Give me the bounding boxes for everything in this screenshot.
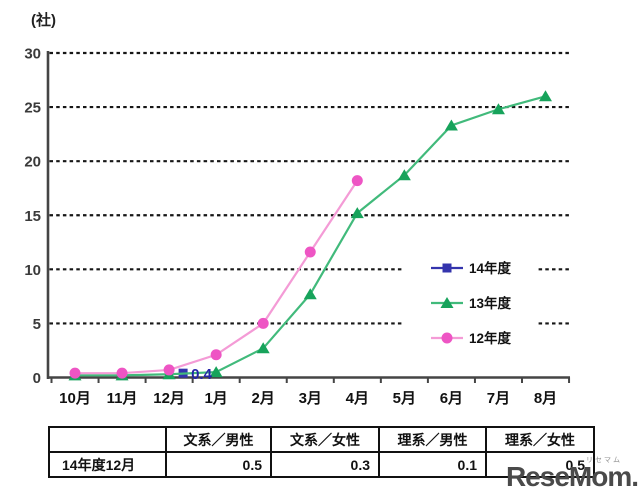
x-tick-label-3: 12月 bbox=[153, 390, 185, 407]
data-point-triangle bbox=[491, 103, 505, 115]
data-point-triangle bbox=[303, 288, 317, 300]
data-point-triangle bbox=[256, 342, 270, 354]
data-point-circle bbox=[351, 175, 363, 187]
legend-label-3: 12年度 bbox=[469, 330, 512, 346]
data-point-circle bbox=[210, 349, 222, 361]
table-header-rikei-male: 理系／男性 bbox=[378, 426, 487, 453]
resemom-watermark: リセマム ReseMom. bbox=[505, 457, 639, 492]
data-point-triangle bbox=[539, 90, 552, 102]
table-header-row: 文系／男性 文系／女性 理系／男性 理系／女性 bbox=[48, 426, 595, 453]
data-point-circle bbox=[304, 246, 316, 258]
data-point-circle bbox=[257, 317, 269, 329]
data-point-triangle bbox=[397, 169, 411, 181]
data-point-circle bbox=[69, 367, 81, 379]
table-header-rikei-female: 理系／女性 bbox=[485, 426, 595, 453]
y-tick-label-5: 5 bbox=[33, 316, 41, 333]
y-axis-unit-label: (社) bbox=[31, 12, 56, 29]
data-point-triangle bbox=[350, 207, 364, 219]
resemom-watermark-ruby: リセマム bbox=[586, 457, 622, 464]
table-value-rikei-male: 0.1 bbox=[378, 451, 487, 478]
x-tick-label-6: 3月 bbox=[299, 390, 322, 407]
x-tick-label-11: 8月 bbox=[534, 390, 557, 407]
legend-background bbox=[403, 249, 537, 351]
table-value-rikei-female: 0.5 bbox=[485, 451, 595, 478]
data-point-circle bbox=[116, 367, 128, 379]
table-row-label: 14年度12月 bbox=[48, 451, 167, 478]
x-tick-label-8: 5月 bbox=[393, 390, 416, 407]
table-value-bunkei-female: 0.3 bbox=[270, 451, 380, 478]
table-row: 14年度12月 0.5 0.3 0.1 0.5 bbox=[48, 451, 595, 478]
x-tick-label-2: 11月 bbox=[107, 390, 138, 407]
table-header-empty bbox=[48, 426, 167, 453]
y-tick-label-15: 15 bbox=[24, 208, 41, 225]
table-header-bunkei-female: 文系／女性 bbox=[270, 426, 380, 453]
trend-line-chart: 0 5 10 15 20 25 30 10月 11月 12月 1月 2月 3月 4月 5月 6月 7月 8月 0.4… bbox=[24, 46, 571, 407]
y-tick-label-10: 10 bbox=[24, 262, 41, 279]
x-tick-label-1: 10月 bbox=[59, 390, 91, 407]
point-label: 0.4 bbox=[191, 366, 213, 383]
table-value-bunkei-male: 0.5 bbox=[165, 451, 272, 478]
series-line-circle bbox=[75, 180, 359, 375]
y-tick-label-25: 25 bbox=[24, 100, 41, 117]
data-point-circle bbox=[163, 364, 175, 376]
table-header-bunkei-male: 文系／男性 bbox=[165, 426, 272, 453]
resemom-watermark-text: ReseMom. bbox=[505, 461, 639, 492]
legend-marker-triangle bbox=[440, 297, 454, 308]
x-tick-label-9: 6月 bbox=[440, 390, 463, 407]
x-tick-label-10: 7月 bbox=[487, 390, 510, 407]
summary-table: 文系／男性 文系／女性 理系／男性 理系／女性 14年度12月 0.5 0.3 … bbox=[48, 426, 595, 478]
x-tick-label-4: 1月 bbox=[204, 390, 227, 407]
legend-label-1: 14年度 bbox=[469, 260, 512, 276]
y-tick-label-0: 0 bbox=[33, 370, 41, 387]
legend-marker-circle bbox=[441, 332, 453, 344]
x-tick-label-7: 4月 bbox=[346, 390, 369, 407]
x-tick-label-5: 2月 bbox=[252, 390, 275, 407]
y-tick-label-30: 30 bbox=[24, 46, 41, 63]
legend-label-2: 13年度 bbox=[469, 295, 512, 311]
data-point-triangle bbox=[444, 119, 458, 131]
y-tick-label-20: 20 bbox=[24, 154, 41, 171]
legend-marker-square bbox=[442, 263, 452, 273]
data-point-triangle bbox=[209, 366, 223, 378]
